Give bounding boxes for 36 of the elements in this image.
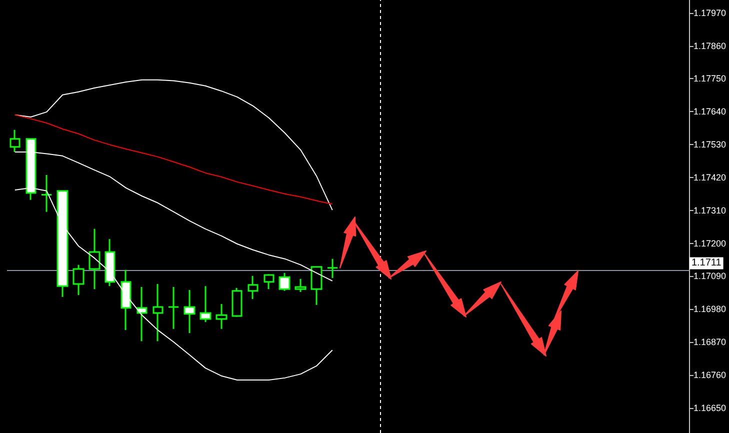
candlestick <box>40 174 52 213</box>
candlestick <box>200 285 212 323</box>
candlestick <box>152 283 164 342</box>
y-tick-label: 1.17310 <box>693 205 726 216</box>
candlestick <box>326 258 338 279</box>
candlestick <box>136 286 148 342</box>
candlestick <box>278 272 290 292</box>
candlestick <box>120 269 132 331</box>
y-tick-label: 1.16870 <box>693 337 726 348</box>
y-tick-label: 1.16980 <box>693 304 726 314</box>
candlestick <box>168 286 180 330</box>
y-tick-label: 1.16650 <box>693 402 726 413</box>
candlestick <box>294 278 306 293</box>
y-tick-label: 1.17090 <box>693 271 726 282</box>
y-tick-label: 1.17750 <box>693 74 726 84</box>
y-tick-label: 1.17420 <box>693 172 726 182</box>
candlestick <box>248 275 258 300</box>
candlestick <box>88 228 100 290</box>
line-series <box>14 79 333 211</box>
candlestick <box>10 129 20 153</box>
y-tick-label: 1.17530 <box>693 140 726 150</box>
y-tick-label: 1.17860 <box>693 40 726 51</box>
candlestick <box>184 289 196 334</box>
y-tick-label: 1.17640 <box>693 106 726 117</box>
y-tick-label: 1.17200 <box>693 238 726 248</box>
candlestick <box>216 303 228 330</box>
candlestick <box>56 190 68 298</box>
candlestick <box>310 266 322 306</box>
candlestick <box>104 238 116 287</box>
line-series <box>14 114 333 205</box>
candlestick <box>232 287 242 318</box>
y-tick-label: 1.16760 <box>693 370 726 380</box>
candlestick <box>264 273 274 290</box>
ref-line-label: 1.1711 <box>691 258 722 269</box>
candlestick <box>72 264 84 296</box>
y-tick-label: 1.17970 <box>693 8 726 18</box>
